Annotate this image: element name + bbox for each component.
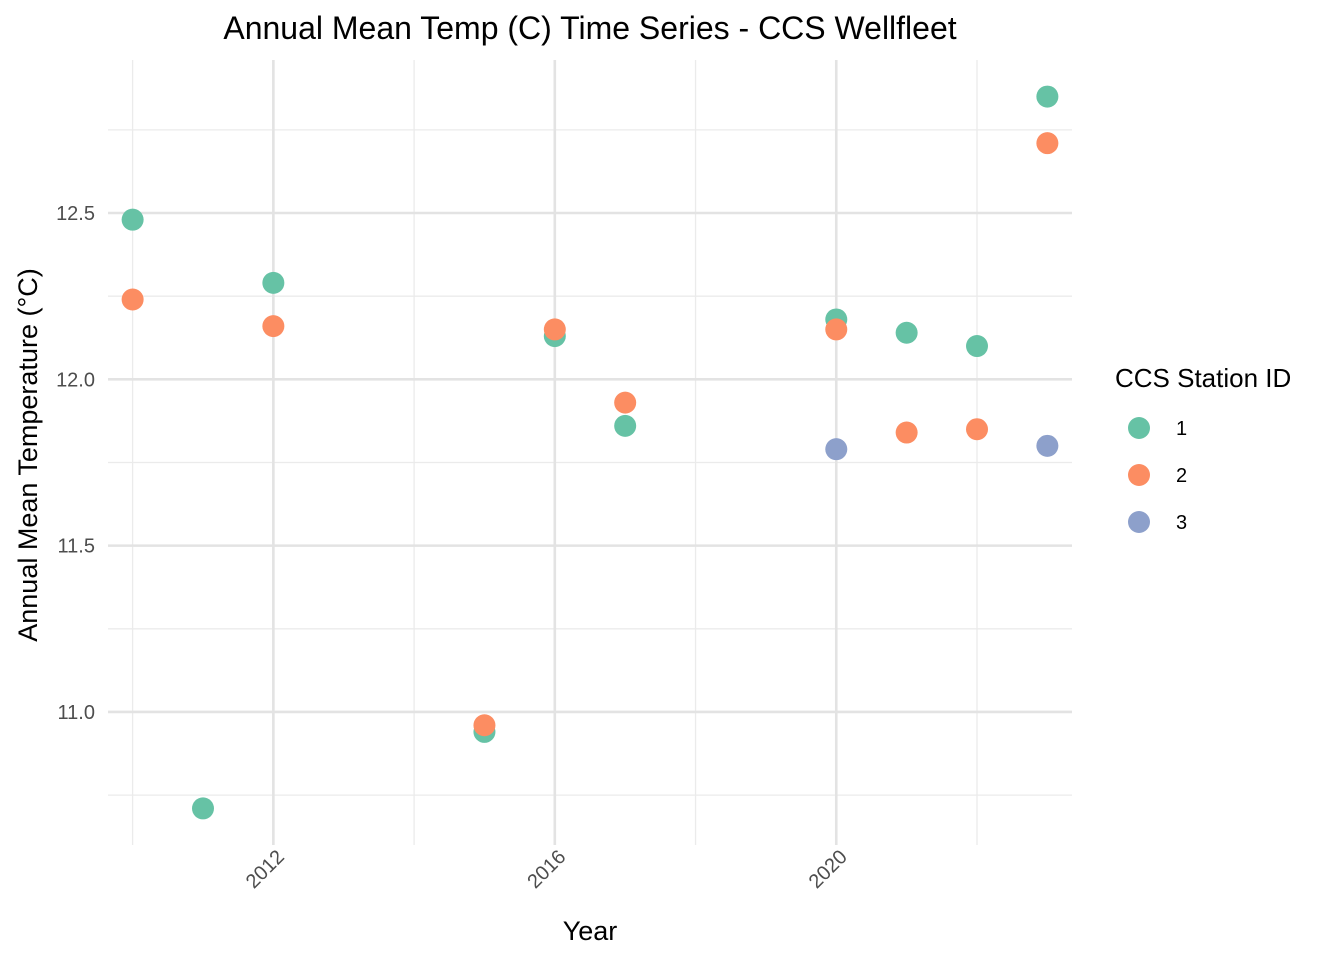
- x-axis-tick-labels: 2012 2016 2020: [242, 846, 852, 893]
- data-point-series-1: [895, 321, 918, 344]
- x-tick-label: 2016: [523, 846, 570, 893]
- legend-label: 1: [1176, 418, 1187, 440]
- legend-title: CCS Station ID: [1115, 363, 1291, 393]
- y-tick-label: 11.0: [58, 702, 95, 724]
- data-point-series-1: [966, 335, 989, 358]
- x-tick-label: 2012: [242, 846, 289, 893]
- data-point-series-1: [121, 208, 144, 231]
- legend: CCS Station ID 1 2 3: [1115, 363, 1291, 534]
- data-point-series-2: [825, 318, 848, 341]
- y-axis-tick-labels: 11.0 11.5 12.0 12.5: [56, 203, 95, 724]
- y-tick-label: 12.5: [56, 203, 95, 225]
- data-point-series-1: [262, 271, 285, 294]
- legend-label: 3: [1176, 512, 1187, 534]
- y-tick-label: 11.5: [58, 536, 95, 558]
- y-axis-title: Annual Mean Temperature (°C): [13, 268, 43, 641]
- chart-title: Annual Mean Temp (C) Time Series - CCS W…: [223, 10, 956, 46]
- data-point-series-1: [1036, 85, 1059, 108]
- y-tick-label: 12.0: [56, 369, 95, 391]
- major-gridlines: [108, 60, 1072, 845]
- legend-key-1: [1128, 417, 1150, 439]
- data-points: [121, 85, 1059, 820]
- data-point-series-2: [262, 315, 285, 338]
- data-point-series-2: [966, 418, 989, 441]
- legend-key-3: [1128, 511, 1150, 533]
- data-point-series-3: [825, 438, 848, 461]
- legend-label: 2: [1176, 465, 1187, 487]
- data-point-series-2: [543, 318, 566, 341]
- data-point-series-2: [895, 421, 918, 444]
- x-axis-title: Year: [563, 916, 618, 946]
- data-point-series-1: [614, 414, 637, 437]
- data-point-series-1: [191, 797, 214, 820]
- data-point-series-2: [1036, 132, 1059, 155]
- legend-key-2: [1128, 464, 1150, 486]
- data-point-series-3: [1036, 434, 1059, 457]
- data-point-series-2: [121, 288, 144, 311]
- x-tick-label: 2020: [805, 846, 852, 893]
- minor-gridlines: [108, 60, 1072, 845]
- data-point-series-2: [473, 714, 496, 737]
- data-point-series-2: [614, 391, 637, 414]
